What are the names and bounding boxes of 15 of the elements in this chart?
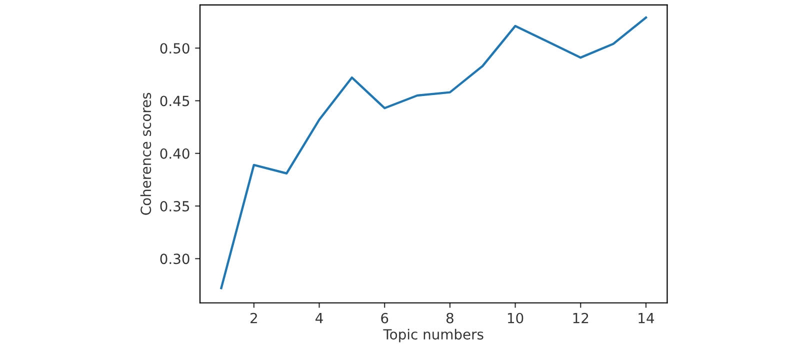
x-tick-label: 6 (381, 312, 388, 324)
x-tick-label: 10 (508, 312, 524, 324)
y-tick-label: 0.35 (160, 200, 190, 212)
x-tick-label: 12 (573, 312, 588, 324)
x-tick-label: 4 (316, 313, 323, 324)
y-tick-label: 0.50 (160, 43, 190, 54)
y-tick-label: 0.40 (160, 148, 190, 159)
x-tick-label: 2 (250, 312, 257, 324)
x-tick-label: 14 (638, 313, 654, 324)
x-tick-label: 8 (446, 312, 454, 324)
line-series (220, 16, 648, 290)
y-tick-label: 0.45 (160, 96, 190, 106)
y-tick-label: 0.30 (160, 254, 190, 264)
y-axis-title: Coherence scores (140, 92, 152, 215)
x-axis-title: Topic numbers (383, 328, 484, 342)
